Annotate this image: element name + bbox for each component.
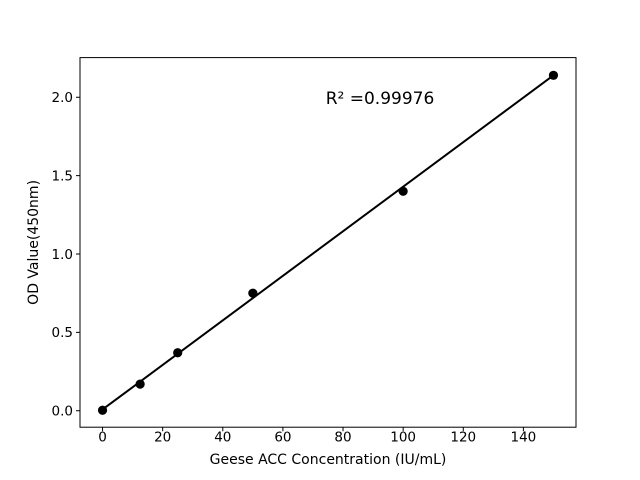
y-tick-label: 2.0 [52,90,73,106]
data-point [173,348,183,358]
x-tick-label: 140 [511,429,537,445]
y-tick-label: 0.0 [52,404,73,420]
x-tick-label: 20 [154,429,171,445]
data-point [548,70,559,80]
r-squared-annotation: R² =0.99976 [326,89,435,109]
x-tick-label: 120 [450,429,476,445]
x-tick-label: 40 [214,429,231,445]
x-axis-label: Geese ACC Concentration (IU/mL) [210,452,447,468]
y-axis-label: OD Value(450nm) [26,180,42,305]
x-tick-label: 60 [274,429,291,445]
data-point [398,186,408,196]
plot-area: 0 20 40 60 80 100 120 140 0.0 0.5 1.0 1.5 2.0 [52,57,577,445]
x-tick-label: 100 [390,429,416,445]
y-tick-label: 0.5 [52,325,73,341]
x-tick-label: 80 [334,429,351,445]
data-point [135,379,145,389]
data-point [97,405,108,415]
data-point [248,288,258,298]
y-tick-label: 1.0 [52,247,73,263]
y-tick-label: 1.5 [52,168,73,184]
x-tick-label: 0 [98,429,107,445]
